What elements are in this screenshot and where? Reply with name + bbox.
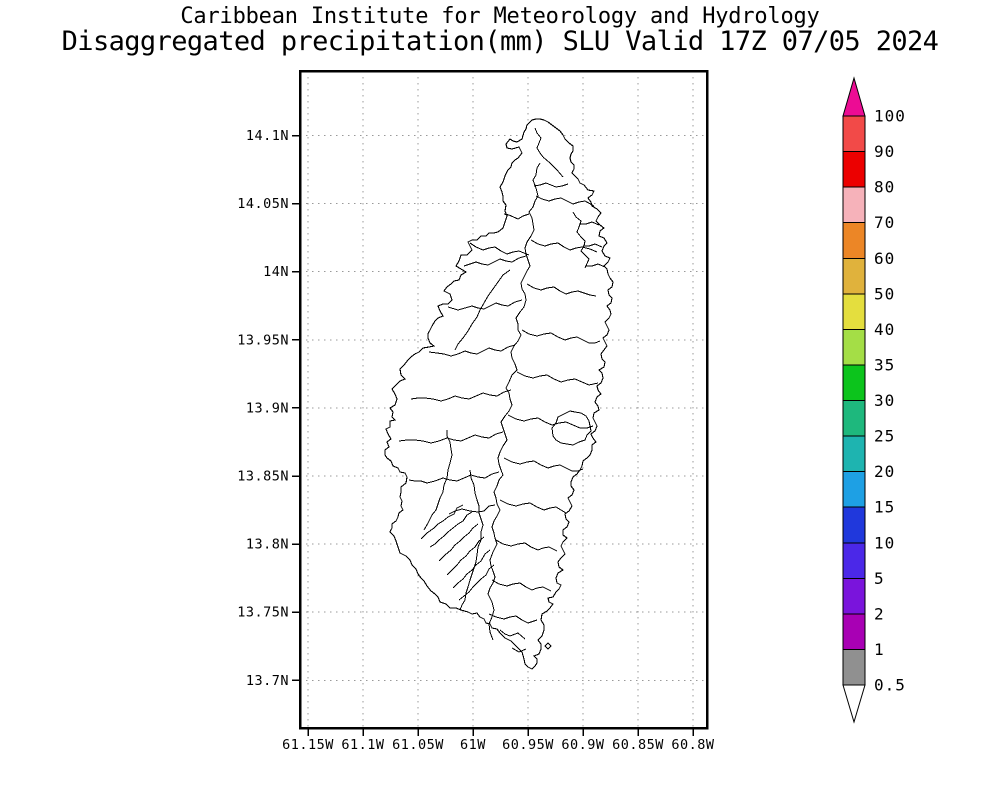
colorbar-label: 60 xyxy=(874,249,895,268)
colorbar-segment xyxy=(842,186,866,224)
colorbar-label: 25 xyxy=(874,427,895,446)
watershed-line xyxy=(503,457,584,472)
watershed-line xyxy=(420,504,464,540)
watershed-line xyxy=(459,469,484,611)
colorbar-label: 20 xyxy=(874,462,895,481)
watershed-line xyxy=(463,255,527,267)
colorbar-above-max-arrow xyxy=(842,76,866,117)
watershed-line xyxy=(580,221,600,226)
watershed-line xyxy=(487,162,541,641)
lat-tick-label: 13.85N xyxy=(237,469,289,485)
lat-tick-label: 13.9N xyxy=(246,400,289,416)
watershed-line xyxy=(499,499,567,514)
watershed-line xyxy=(447,299,523,311)
colorbar-label: 0.5 xyxy=(874,676,906,695)
lat-tick-label: 14.1N xyxy=(246,128,289,144)
watershed-line xyxy=(491,579,552,592)
watershed-line xyxy=(429,511,473,548)
watershed-line xyxy=(533,182,569,188)
watershed-line xyxy=(458,564,495,601)
colorbar-label: 10 xyxy=(874,533,895,552)
watershed-line xyxy=(495,539,558,552)
lat-tick-label: 14N xyxy=(263,264,289,280)
watershed-line xyxy=(583,243,603,248)
watershed-line xyxy=(530,239,598,253)
colorbar-label: 40 xyxy=(874,320,895,339)
lon-tick-label: 60.8W xyxy=(671,737,715,753)
watershed-line xyxy=(534,127,544,158)
colorbar-segment xyxy=(842,151,866,188)
colorbar-label: 1 xyxy=(874,640,885,659)
lat-tick-label: 13.95N xyxy=(237,332,289,348)
colorbar-segment xyxy=(842,648,866,686)
colorbar-label: 35 xyxy=(874,355,895,374)
watershed-line xyxy=(410,389,512,402)
colorbar-label: 2 xyxy=(874,604,885,623)
colorbar-segment xyxy=(842,577,866,615)
lon-tick-label: 61.05W xyxy=(392,737,444,753)
watershed-line xyxy=(438,523,479,562)
watershed-line xyxy=(499,629,526,640)
lon-tick-label: 61.1W xyxy=(341,737,385,753)
colorbar-segment xyxy=(842,364,866,401)
colorbar-label: 15 xyxy=(874,498,895,517)
lat-tick-label: 13.7N xyxy=(246,673,289,689)
colorbar-label: 50 xyxy=(874,284,895,303)
colorbar-label: 30 xyxy=(874,391,895,410)
colorbar-segment xyxy=(842,471,866,508)
watershed-line xyxy=(535,195,595,207)
lon-tick-label: 60.95W xyxy=(502,737,554,753)
watershed-line xyxy=(446,536,485,576)
watershed-line xyxy=(454,269,511,351)
watershed-line xyxy=(408,471,500,484)
lon-tick-label: 61W xyxy=(460,737,486,753)
lon-tick-label: 60.85W xyxy=(612,737,664,753)
colorbar-segment xyxy=(842,328,866,366)
colorbar-segment xyxy=(842,293,866,330)
lat-tick-label: 13.8N xyxy=(246,537,289,553)
watershed-line xyxy=(521,329,601,344)
lon-tick-label: 60.9W xyxy=(561,737,605,753)
watershed-line xyxy=(398,431,504,444)
watershed-line xyxy=(503,213,530,220)
watershed-line xyxy=(526,283,597,297)
watershed-line xyxy=(516,371,599,386)
title-product: Disaggregated precipitation(mm) SLU Vali… xyxy=(61,26,939,57)
colorbar-label: 70 xyxy=(874,213,895,232)
watershed-line xyxy=(586,263,606,268)
offshore-islet xyxy=(544,642,552,650)
colorbar-segment xyxy=(842,257,866,295)
lat-tick-label: 14.05N xyxy=(237,196,289,212)
watershed-line xyxy=(428,344,516,357)
map-frame xyxy=(298,69,709,730)
colorbar-segment xyxy=(842,435,866,473)
watershed-line xyxy=(542,156,564,178)
island-coastline xyxy=(384,118,614,670)
colorbar-segment xyxy=(842,613,866,650)
colorbar-segment xyxy=(842,542,866,579)
watershed-line xyxy=(551,410,592,446)
watershed-line xyxy=(452,549,491,589)
lon-tick-label: 61.15W xyxy=(282,737,334,753)
lat-tick-label: 13.75N xyxy=(237,605,289,621)
colorbar-label: 80 xyxy=(874,178,895,197)
watershed-line xyxy=(511,647,527,653)
colorbar-below-min-arrow xyxy=(842,684,866,724)
colorbar-segment xyxy=(842,222,866,259)
colorbar-segment xyxy=(842,115,866,153)
watershed-line xyxy=(469,242,530,256)
title-institute: Caribbean Institute for Meteorology and … xyxy=(180,4,820,29)
colorbar-label: 100 xyxy=(874,107,906,126)
colorbar-segment xyxy=(842,506,866,544)
watershed-line xyxy=(488,613,538,624)
colorbar-label: 5 xyxy=(874,569,885,588)
watershed-line xyxy=(507,414,594,429)
colorbar-segment xyxy=(842,400,866,437)
watershed-line xyxy=(572,211,590,269)
colorbar-label: 90 xyxy=(874,142,895,161)
watershed-line xyxy=(423,430,453,531)
